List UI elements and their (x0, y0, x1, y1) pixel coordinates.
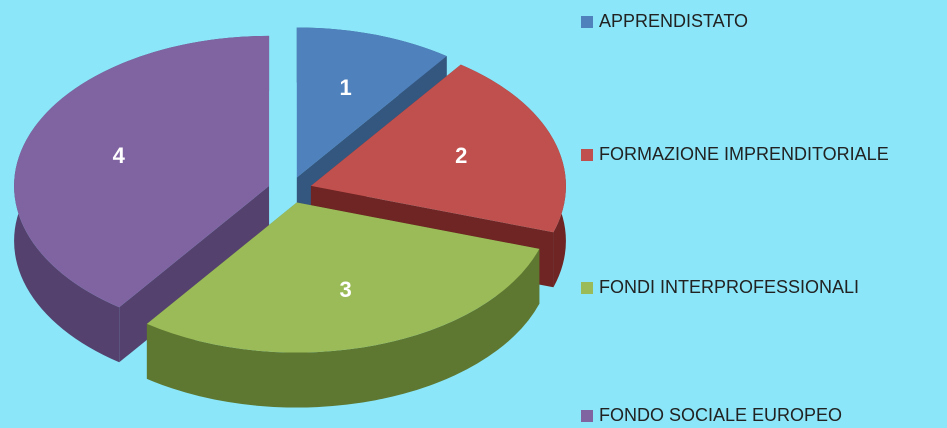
legend-swatch (581, 410, 593, 422)
slice-label: 3 (340, 277, 352, 302)
legend-label: FONDO SOCIALE EUROPEO (599, 405, 842, 425)
legend-label: FORMAZIONE IMPRENDITORIALE (599, 144, 889, 164)
slice-label: 4 (113, 143, 126, 168)
legend-swatch (581, 149, 593, 161)
slice-wall (146, 248, 540, 408)
slice (146, 202, 540, 353)
slice-label: 2 (455, 143, 467, 168)
legend-label: APPRENDISTATO (599, 11, 748, 31)
slice (296, 27, 447, 178)
slice (14, 35, 270, 308)
legend-label: FONDI INTERPROFESSIONALI (599, 277, 859, 297)
slice-label: 1 (340, 75, 352, 100)
legend-swatch (581, 16, 593, 28)
slice (310, 64, 566, 233)
legend-swatch (581, 282, 593, 294)
